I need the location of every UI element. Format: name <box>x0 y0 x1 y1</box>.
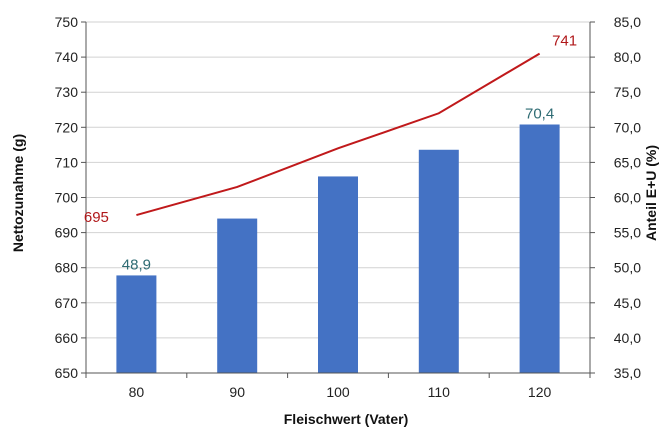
y-left-tick-label: 690 <box>55 225 79 241</box>
y-left-ticks: 650 660 670 680 690 700 710 720 730 740 750 <box>55 14 79 381</box>
y-left-tick-label: 750 <box>55 14 79 30</box>
y-right-tick-label: 65,0 <box>614 154 641 170</box>
y-right-tick-label: 80,0 <box>614 49 641 65</box>
x-axis-title: Fleischwert (Vater) <box>284 411 409 427</box>
axes <box>81 21 595 378</box>
x-tick-label: 120 <box>528 384 552 400</box>
y-left-tick-label: 710 <box>55 154 79 170</box>
line-data-label: 741 <box>552 33 577 50</box>
y-right-tick-label: 55,0 <box>614 225 641 241</box>
y-left-tick-label: 720 <box>55 119 79 135</box>
bar-data-label: 70,4 <box>525 105 554 122</box>
y-right-tick-label: 85,0 <box>614 14 641 30</box>
x-ticks: 80 90 100 110 120 <box>129 384 552 400</box>
bars <box>116 124 560 373</box>
bar <box>318 176 358 373</box>
y-left-axis-title: Nettozunahme (g) <box>10 134 26 252</box>
data-labels: 48,9 70,4 695 741 <box>84 33 577 274</box>
bar <box>116 275 157 373</box>
y-right-axis-title: Anteil E+U (%) <box>643 145 659 241</box>
bar <box>418 149 459 373</box>
line-data-label: 695 <box>84 209 109 226</box>
x-tick-label: 110 <box>428 384 451 400</box>
y-left-tick-label: 680 <box>55 260 79 276</box>
line-series <box>136 52 541 217</box>
x-tick-label: 90 <box>229 384 245 400</box>
x-tick-label: 80 <box>129 384 145 400</box>
bar <box>217 218 258 373</box>
y-left-tick-label: 660 <box>55 330 79 346</box>
y-right-tick-label: 70,0 <box>614 119 641 135</box>
bar-data-label: 48,9 <box>122 256 151 273</box>
y-right-tick-label: 75,0 <box>614 84 641 100</box>
y-left-tick-label: 700 <box>55 190 79 206</box>
y-left-tick-label: 740 <box>55 49 79 65</box>
y-right-tick-label: 50,0 <box>614 260 641 276</box>
y-right-tick-label: 40,0 <box>614 330 641 346</box>
y-right-tick-label: 35,0 <box>614 365 641 381</box>
y-right-tick-label: 45,0 <box>614 295 641 311</box>
x-tick-label: 100 <box>326 384 350 400</box>
y-right-ticks: 35,0 40,0 45,0 50,0 55,0 60,0 65,0 70,0 75,0 80,0… <box>614 14 641 381</box>
y-right-tick-label: 60,0 <box>614 190 641 206</box>
y-left-tick-label: 730 <box>55 84 79 100</box>
y-left-tick-label: 650 <box>55 365 79 381</box>
bar <box>519 124 560 373</box>
y-left-tick-label: 670 <box>55 295 79 311</box>
